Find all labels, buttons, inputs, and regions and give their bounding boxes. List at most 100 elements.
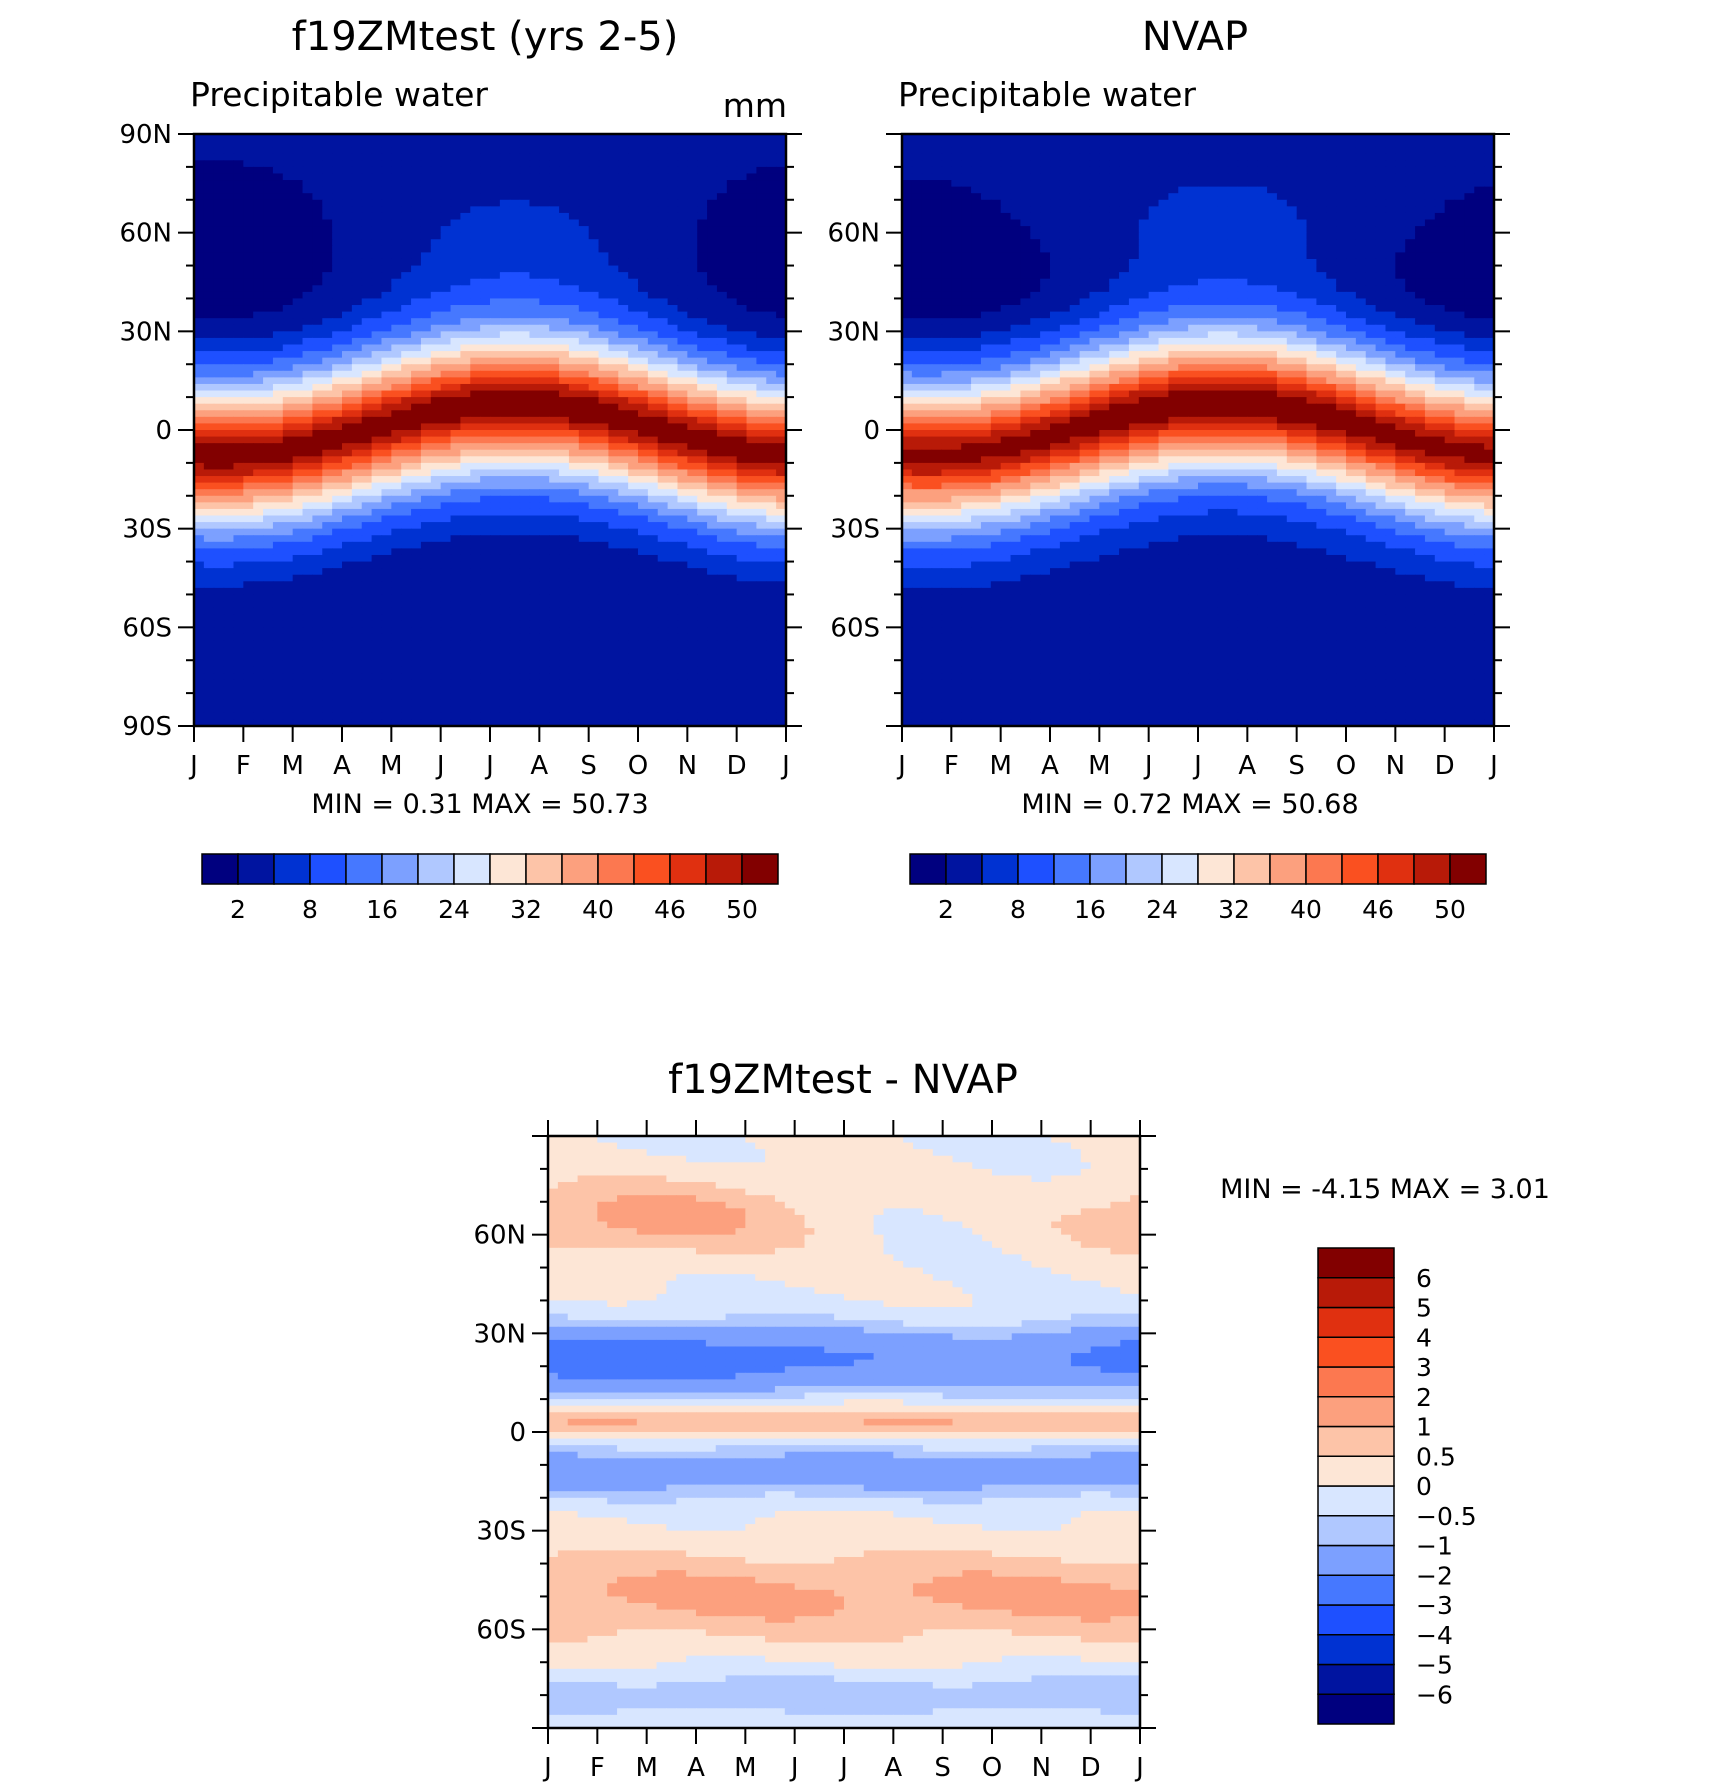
contour-cell bbox=[499, 548, 511, 556]
contour-cell bbox=[223, 568, 235, 576]
contour-cell bbox=[322, 134, 333, 142]
contour-cell bbox=[568, 193, 580, 201]
contour-cell bbox=[302, 653, 313, 661]
contour-cell bbox=[332, 186, 343, 194]
contour-cell bbox=[716, 344, 728, 352]
contour-cell bbox=[509, 377, 521, 385]
contour-cell bbox=[687, 660, 698, 668]
contour-cell bbox=[391, 331, 402, 339]
contour-cell bbox=[371, 601, 383, 609]
contour-cell bbox=[272, 331, 284, 339]
contour-cell bbox=[539, 462, 550, 471]
contour-cell bbox=[539, 482, 550, 490]
contour-cell bbox=[499, 232, 511, 240]
contour-cell bbox=[746, 627, 757, 635]
contour-cell bbox=[253, 331, 264, 339]
contour-cell bbox=[490, 607, 501, 615]
contour-cell bbox=[618, 673, 629, 681]
contour-cell bbox=[243, 594, 254, 602]
contour-cell bbox=[776, 673, 787, 681]
contour-cell bbox=[322, 331, 333, 339]
contour-cell bbox=[322, 522, 333, 530]
contour-cell bbox=[756, 245, 767, 253]
contour-cell bbox=[677, 508, 688, 517]
contour-cell bbox=[549, 239, 560, 247]
contour-cell bbox=[697, 252, 708, 260]
contour-cell bbox=[657, 298, 669, 306]
contour-cell bbox=[736, 206, 748, 214]
contour-cell bbox=[233, 272, 244, 280]
contour-cell bbox=[213, 515, 225, 523]
contour-cell bbox=[726, 508, 738, 517]
contour-cell bbox=[381, 397, 392, 405]
contour-cell bbox=[509, 554, 521, 563]
contour-cell bbox=[618, 568, 629, 576]
contour-cell bbox=[618, 508, 629, 517]
contour-cell bbox=[490, 370, 501, 378]
contour-cell bbox=[272, 160, 284, 168]
contour-cell bbox=[657, 252, 669, 260]
contour-cell bbox=[568, 212, 580, 221]
contour-cell bbox=[716, 193, 728, 201]
contour-cell bbox=[667, 180, 679, 188]
contour-cell bbox=[470, 134, 481, 142]
contour-cell bbox=[292, 377, 304, 385]
contour-cell bbox=[529, 561, 540, 569]
contour-cell bbox=[588, 147, 600, 155]
contour-cell bbox=[194, 258, 205, 267]
contour-cell bbox=[726, 291, 738, 300]
contour-cell bbox=[430, 594, 442, 602]
contour-cell bbox=[253, 153, 264, 161]
contour-cell bbox=[746, 430, 757, 438]
contour-cell bbox=[578, 383, 590, 392]
contour-cell bbox=[746, 206, 757, 214]
contour-cell bbox=[470, 423, 481, 431]
contour-cell bbox=[588, 134, 600, 142]
contour-cell bbox=[292, 318, 304, 326]
contour-cell bbox=[490, 502, 501, 510]
contour-cell bbox=[588, 528, 600, 536]
contour-cell bbox=[726, 469, 738, 477]
contour-cell bbox=[608, 423, 619, 431]
contour-cell bbox=[667, 633, 679, 642]
contour-cell bbox=[302, 633, 313, 642]
contour-cell bbox=[628, 357, 639, 365]
contour-cell bbox=[746, 548, 757, 556]
contour-cell bbox=[490, 482, 501, 490]
contour-cell bbox=[716, 449, 728, 457]
contour-cell bbox=[342, 515, 353, 523]
contour-cell bbox=[391, 449, 402, 457]
contour-cell bbox=[381, 232, 392, 240]
contour-cell bbox=[401, 298, 412, 306]
contour-cell bbox=[608, 410, 619, 418]
contour-cell bbox=[588, 199, 600, 207]
contour-cell bbox=[667, 147, 679, 155]
contour-cell bbox=[549, 666, 560, 674]
contour-cell bbox=[470, 581, 481, 589]
contour-cell bbox=[559, 449, 570, 457]
contour-cell bbox=[322, 502, 333, 510]
contour-cell bbox=[420, 166, 432, 175]
contour-cell bbox=[726, 416, 738, 425]
contour-cell bbox=[243, 357, 254, 365]
contour-cell bbox=[559, 594, 570, 602]
contour-cell bbox=[223, 245, 235, 253]
contour-cell bbox=[371, 160, 383, 168]
contour-cell bbox=[460, 587, 471, 596]
contour-cell bbox=[549, 601, 560, 609]
contour-cell bbox=[756, 436, 767, 444]
contour-cell bbox=[697, 337, 708, 346]
contour-cell bbox=[766, 212, 777, 221]
contour-cell bbox=[401, 311, 412, 319]
contour-cell bbox=[549, 522, 560, 530]
contour-cell bbox=[440, 554, 452, 563]
contour-cell bbox=[608, 344, 619, 352]
contour-cell bbox=[726, 186, 738, 194]
contour-cell bbox=[243, 298, 254, 306]
contour-cell bbox=[539, 351, 550, 359]
contour-cell bbox=[450, 160, 461, 168]
contour-cell bbox=[559, 614, 570, 622]
contour-cell bbox=[420, 226, 432, 234]
contour-cell bbox=[568, 311, 580, 319]
contour-cell bbox=[411, 186, 422, 194]
